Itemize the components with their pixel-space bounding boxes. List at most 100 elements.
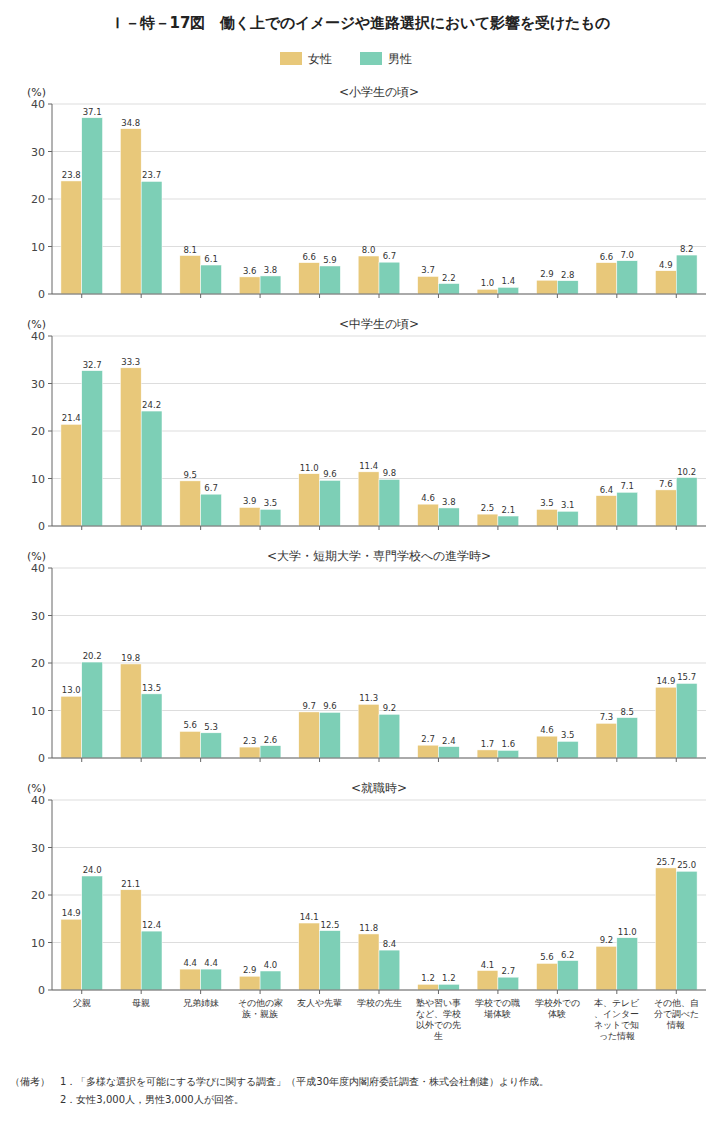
x-tick [81,758,82,762]
bars [61,118,697,294]
x-tick [260,990,261,994]
y-tick-label: 30 [31,842,45,855]
data-label: 3.1 [561,500,575,510]
bar [180,969,201,990]
data-label: 4.0 [264,960,278,970]
bar [180,256,201,294]
y-axis [52,568,53,758]
bar [557,511,578,526]
x-tick [379,526,380,530]
x-tick-label: 塾や習い事など、学校以外での先生 [416,998,461,1041]
data-label: 3.5 [540,498,554,508]
data-label: 1.2 [442,973,456,983]
data-label: 32.7 [83,360,102,370]
data-label: 2.4 [442,736,456,746]
data-label: 5.6 [540,952,554,962]
data-label: 21.4 [62,413,81,423]
x-tick [200,526,201,530]
x-tick [260,526,261,530]
data-label: 7.3 [600,712,614,722]
data-label: 5.9 [323,255,337,265]
grid-line [52,615,706,616]
data-label: 20.2 [83,651,102,661]
y-tick [48,383,52,384]
bar [239,976,260,990]
x-tick [676,990,677,994]
x-tick [676,526,677,530]
data-label: 24.0 [83,865,102,875]
y-axis [52,800,53,990]
bar [498,287,519,294]
y-tick [48,847,52,848]
bar [477,289,498,294]
bar [537,509,558,526]
data-label: 25.0 [677,860,696,870]
bar [358,256,379,294]
data-label: 6.2 [561,950,575,960]
grid-line [52,800,706,801]
data-label: 15.7 [677,672,696,682]
y-tick [48,615,52,616]
bar [379,262,400,294]
bar [260,971,281,990]
data-label: 2.1 [502,505,516,515]
data-label: 1.6 [502,739,516,749]
bar [477,750,498,758]
data-label: 7.6 [659,479,673,489]
bar [418,745,439,758]
data-label: 3.5 [264,498,278,508]
bar [655,271,676,294]
x-tick [200,294,201,298]
x-tick-label: その他、自分で調べた情報 [654,998,699,1030]
data-label: 1.4 [502,276,516,286]
data-label: 3.5 [561,730,575,740]
data-label: 24.2 [142,400,161,410]
x-tick-label: 父親 [73,998,91,1008]
bar [141,181,162,294]
data-label: 7.1 [620,481,634,491]
x-tick-label: 本、テレビ、インターネットで知った情報 [594,998,640,1041]
grid-line [52,847,706,848]
bar [557,741,578,758]
data-label: 14.1 [300,912,319,922]
bar [82,662,103,758]
data-label: 19.8 [121,653,140,663]
data-label: 10.2 [677,467,696,477]
data-label: 5.3 [204,722,218,732]
legend-label: 男性 [388,52,412,66]
data-label: 11.8 [359,923,378,933]
bar [299,712,320,758]
x-tick [81,526,82,530]
data-label: 1.7 [481,739,495,749]
data-label: 9.2 [383,703,397,713]
data-label: 11.0 [618,927,637,937]
x-tick [557,294,558,298]
y-tick [48,942,52,943]
data-label: 23.7 [142,170,161,180]
footnote: （備考） 1．「多様な選択を可能にする学びに関する調査」（平成30年度内閣府委託… [10,1076,549,1087]
data-label: 14.9 [656,676,675,686]
legend-swatch [280,52,302,65]
bar [239,277,260,294]
bar [418,504,439,526]
bar [418,984,439,990]
bar [299,263,320,294]
data-label: 5.6 [183,720,197,730]
data-label: 1.2 [421,973,435,983]
data-label: 25.7 [656,857,675,867]
x-tick [200,758,201,762]
x-tick-label: その他の家族・親族 [238,998,283,1019]
x-tick [557,990,558,994]
bar [379,479,400,526]
bar [676,683,697,758]
bar [557,961,578,990]
bar [557,281,578,294]
bar [596,723,617,758]
data-label: 8.5 [620,707,634,717]
data-label: 3.8 [442,497,456,507]
data-label: 6.6 [600,252,614,262]
x-tick [319,526,320,530]
bar [498,750,519,758]
data-label: 8.1 [183,245,197,255]
y-tick [48,431,52,432]
